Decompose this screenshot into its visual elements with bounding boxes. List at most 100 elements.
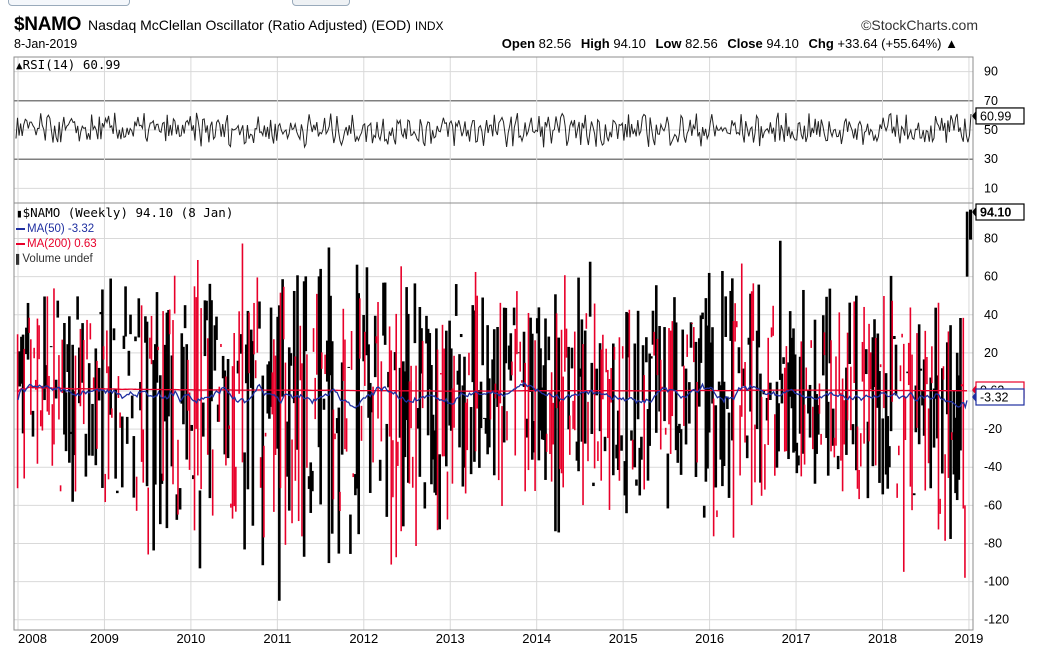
year-label: 2008 (18, 631, 47, 646)
weekly-bar (16, 334, 19, 489)
weekly-bar (469, 407, 473, 475)
weekly-bar (104, 473, 107, 503)
weekly-bar (906, 371, 909, 374)
weekly-bar (798, 356, 802, 434)
weekly-bar (23, 348, 26, 479)
weekly-bar (21, 334, 25, 434)
weekly-bar (385, 423, 389, 517)
weekly-bar (149, 337, 151, 359)
weekly-bar (158, 375, 162, 525)
candlestick-icon: ▮ (16, 207, 23, 220)
weekly-bar (416, 408, 420, 429)
rsi-value-flag-text: 60.99 (980, 109, 1011, 123)
weekly-bar (552, 402, 555, 445)
volume-legend[interactable]: ▌Volume undef (16, 253, 93, 265)
weekly-bar (74, 355, 77, 492)
weekly-bar (26, 302, 30, 360)
price-tick-label: -40 (984, 460, 1002, 474)
stockcharts-brand[interactable]: ©StockCharts.com (861, 17, 978, 33)
weekly-bar (77, 347, 81, 404)
ma200-legend[interactable]: MA(200) 0.63 (16, 238, 97, 250)
weekly-bar (28, 317, 30, 333)
weekly-bar (142, 429, 145, 483)
ma50-legend[interactable]: MA(50) -3.32 (16, 223, 94, 235)
weekly-bar (658, 325, 661, 412)
weekly-bar (483, 417, 486, 419)
weekly-bar (914, 385, 918, 433)
weekly-bar (540, 387, 544, 440)
ma200-flag-pointer (972, 385, 976, 395)
weekly-bar (423, 482, 427, 509)
weekly-bar (167, 310, 170, 417)
weekly-bar (742, 368, 746, 386)
weekly-bar (380, 361, 383, 442)
weekly-bar (478, 390, 481, 468)
weekly-bar (537, 307, 541, 461)
weekly-bar (392, 440, 394, 498)
weekly-bar (408, 381, 411, 484)
weekly-bar (939, 498, 941, 514)
weekly-bar (749, 293, 752, 412)
price-legend[interactable]: ▮$NAMO (Weekly) 94.10 (8 Jan) (16, 205, 233, 220)
weekly-bar (177, 439, 179, 515)
weekly-bar (365, 267, 369, 356)
weekly-bar (904, 396, 907, 441)
weekly-bar (129, 314, 132, 335)
weekly-bar (443, 348, 445, 457)
weekly-bar (674, 322, 678, 451)
weekly-bar (436, 349, 439, 531)
weekly-bar (502, 307, 506, 443)
weekly-bar (600, 349, 603, 481)
weekly-bar (211, 449, 214, 516)
weekly-bar (178, 488, 182, 510)
weekly-bar (654, 285, 658, 433)
year-label: 2009 (90, 631, 119, 646)
weekly-bar (724, 296, 728, 337)
weekly-bar (317, 276, 321, 448)
weekly-bar (567, 346, 570, 430)
rsi-tick-label: 50 (984, 123, 998, 137)
weekly-bar (192, 475, 195, 480)
weekly-bar (783, 367, 786, 452)
weekly-bar (92, 377, 95, 390)
weekly-bar (587, 401, 589, 462)
weekly-bar (271, 372, 274, 415)
weekly-bar (183, 305, 187, 329)
weekly-bar (747, 337, 751, 345)
weekly-bar (182, 346, 185, 425)
weekly-bar (215, 316, 218, 340)
weekly-bar (764, 444, 766, 490)
weekly-bar (195, 297, 197, 429)
weekly-bar (281, 279, 284, 397)
weekly-bar (446, 471, 449, 520)
weekly-bar (693, 327, 695, 363)
weekly-bar (846, 332, 849, 421)
rsi-legend[interactable]: ▲RSI(14) 60.99 (16, 57, 120, 72)
weekly-bar (757, 284, 761, 348)
weekly-bar (774, 414, 776, 476)
weekly-bar (772, 305, 774, 336)
weekly-bar (187, 359, 189, 411)
weekly-bar (127, 350, 131, 376)
weekly-bar (721, 270, 724, 487)
price-legend-text: $NAMO (Weekly) 94.10 (8 Jan) (22, 205, 234, 220)
weekly-bar (569, 415, 571, 455)
weekly-bar (894, 344, 898, 396)
weekly-bar (332, 409, 335, 500)
weekly-bar (613, 346, 616, 360)
weekly-bar (454, 284, 458, 316)
weekly-bar (459, 333, 463, 338)
weekly-bar (760, 396, 763, 496)
weekly-bar (84, 433, 88, 477)
weekly-bar (893, 335, 896, 340)
weekly-bar (99, 311, 103, 315)
weekly-bar (909, 307, 912, 487)
year-label: 2014 (522, 631, 551, 646)
year-label: 2019 (954, 631, 983, 646)
weekly-bar (625, 311, 628, 514)
weekly-bar (306, 354, 308, 468)
weekly-bar (197, 259, 199, 476)
weekly-bar (800, 341, 803, 477)
weekly-bar (319, 268, 322, 505)
weekly-bar (740, 263, 743, 417)
